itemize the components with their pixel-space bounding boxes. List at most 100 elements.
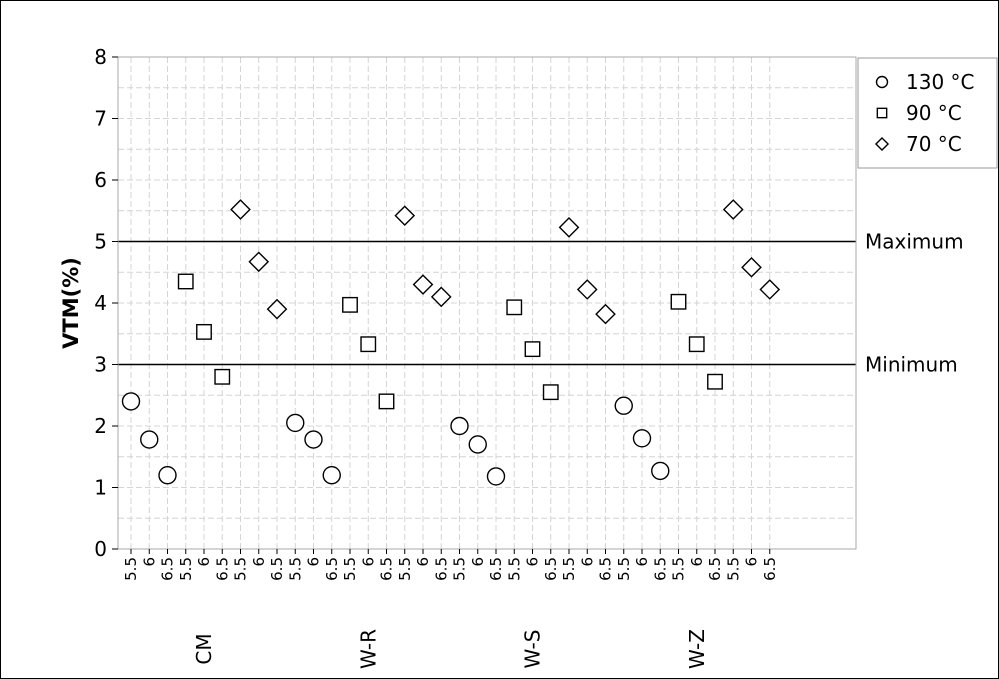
legend-marker-circle — [875, 75, 889, 89]
x-tick-label: 5.5 — [724, 557, 742, 581]
data-point-diamond — [741, 256, 762, 278]
reference-label-maximum: Maximum — [865, 230, 964, 254]
y-tick-label: 5 — [94, 230, 107, 254]
data-point-square — [524, 341, 541, 358]
x-tick-label: 5.5 — [122, 557, 140, 581]
data-point-square — [177, 273, 194, 290]
legend-label: 90 °C — [906, 101, 962, 125]
y-tick-label: 8 — [94, 45, 107, 69]
x-tick-label: 6.5 — [706, 557, 724, 581]
x-tick-label: 5.5 — [286, 557, 304, 581]
x-tick-label: 6 — [359, 557, 377, 567]
data-point-circle — [140, 430, 159, 449]
legend: 130 °C 90 °C 70 °C — [857, 57, 998, 169]
x-tick-label: 6 — [578, 557, 596, 567]
data-point-circle — [286, 413, 305, 433]
legend-marker-diamond — [874, 136, 890, 152]
data-point-circle — [304, 430, 323, 449]
data-point-diamond — [230, 199, 251, 220]
y-tick-label: 7 — [94, 107, 107, 131]
data-point-circle — [614, 396, 633, 415]
x-tick-label: 5.5 — [396, 557, 414, 581]
data-point-square — [688, 336, 705, 353]
x-tick-label: 6.5 — [159, 557, 177, 581]
x-tick-label: 6.5 — [761, 557, 779, 581]
x-tick-label: 6 — [688, 557, 706, 567]
data-point-diamond — [394, 205, 416, 227]
data-point-square — [378, 393, 395, 410]
x-tick-label: 5.5 — [341, 557, 359, 581]
x-group-label-w-s: W-S — [521, 630, 545, 669]
y-tick-label: 2 — [94, 414, 107, 438]
y-axis-title: VTM(%) — [59, 257, 83, 349]
x-tick-label: 5.5 — [451, 557, 469, 581]
data-point-square — [342, 296, 358, 313]
y-tick-label: 4 — [94, 291, 107, 315]
data-point-square — [707, 373, 723, 390]
data-point-circle — [121, 392, 141, 411]
data-point-square — [506, 299, 523, 316]
x-tick-label: 6.5 — [651, 557, 669, 581]
data-point-diamond — [558, 217, 580, 238]
x-tick-label: 5.5 — [505, 557, 523, 581]
x-tick-label: 6 — [250, 557, 268, 567]
reference-label-minimum: Minimum — [865, 353, 958, 377]
x-tick-label: 6.5 — [487, 557, 505, 581]
data-point-diamond — [759, 279, 781, 300]
data-point-circle — [486, 467, 506, 486]
data-point-square — [214, 368, 231, 385]
data-point-square — [670, 293, 687, 310]
data-point-diamond — [248, 251, 270, 273]
data-point-square — [542, 384, 559, 401]
x-tick-label: 6.5 — [378, 557, 396, 581]
legend-marker-square — [876, 107, 888, 119]
x-tick-label: 6.5 — [213, 557, 231, 581]
data-point-circle — [651, 461, 670, 481]
x-tick-label: 5.5 — [670, 557, 688, 581]
reference-lines: Maximum Minimum — [118, 230, 964, 377]
data-point-circle — [158, 466, 177, 485]
data-point-diamond — [430, 286, 452, 308]
x-tick-label: 6 — [414, 557, 432, 567]
data-point-diamond — [595, 303, 616, 325]
data-point-circle — [450, 416, 469, 436]
x-tick-label: 5.5 — [615, 557, 633, 581]
y-tick-label: 3 — [94, 353, 107, 377]
x-tick-label: 5.5 — [177, 557, 195, 581]
x-tick-label: 6 — [524, 557, 542, 567]
y-tick-label: 6 — [94, 168, 107, 192]
x-tick-label: 6.5 — [542, 557, 560, 581]
data-point-circle — [322, 466, 341, 485]
x-tick-label: 6.5 — [597, 557, 615, 581]
legend-label: 70 °C — [906, 132, 962, 156]
y-tick-label: 0 — [94, 537, 107, 561]
x-tick-label: 5.5 — [232, 557, 250, 581]
data-point-circle — [468, 435, 487, 454]
x-group-label-cm: CM — [192, 633, 216, 664]
x-axis: 5.5 6 6.5 5.5 6 6.5 5.5 6 6.5 5.5 6 6.5 5.5 6 6.5 5.5 6 6… — [122, 549, 779, 669]
data-point-diamond — [266, 298, 288, 320]
x-group-label-w-z: W-Z — [685, 629, 709, 669]
legend-label: 130 °C — [906, 70, 975, 94]
x-tick-label: 6 — [633, 557, 651, 567]
x-tick-label: 6 — [305, 557, 323, 567]
data-point-diamond — [412, 274, 434, 295]
y-axis: 0 1 2 3 4 5 6 7 8 VTM(%) — [59, 45, 118, 561]
x-tick-label: 6.5 — [268, 557, 286, 581]
data-point-diamond — [722, 199, 744, 220]
x-tick-label: 6 — [469, 557, 487, 567]
x-tick-label: 5.5 — [560, 557, 578, 581]
x-tick-label: 6 — [195, 557, 213, 567]
data-point-diamond — [576, 279, 598, 300]
x-tick-label: 6.5 — [432, 557, 450, 581]
data-point-square — [196, 323, 212, 340]
x-tick-label: 6 — [743, 557, 761, 567]
y-tick-label: 1 — [94, 476, 107, 500]
data-point-square — [360, 336, 377, 353]
data-points — [121, 199, 781, 486]
x-tick-label: 6 — [140, 557, 158, 567]
data-point-circle — [632, 429, 652, 448]
x-tick-label: 6.5 — [323, 557, 341, 581]
